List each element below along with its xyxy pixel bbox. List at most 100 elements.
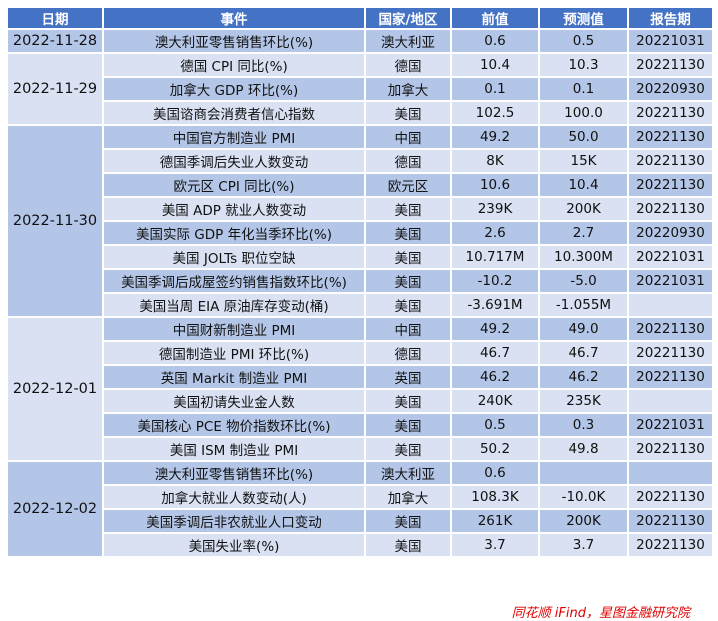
event-cell: 美国 ADP 就业人数变动 [102,196,366,222]
country-cell: 美国 [364,100,452,126]
country-cell: 德国 [364,148,452,174]
country-cell: 英国 [364,364,452,390]
event-cell: 德国制造业 PMI 环比(%) [102,340,366,366]
table-row: 加拿大 GDP 环比(%) 加拿大 0.1 0.1 20220930 [7,76,714,102]
header-previous: 前值 [450,6,540,30]
report-period-cell: 20221130 [627,484,714,510]
country-cell: 澳大利亚 [364,28,452,54]
report-period-cell: 20221130 [627,340,714,366]
country-cell: 美国 [364,244,452,270]
event-cell: 美国当周 EIA 原油库存变动(桶) [102,292,366,318]
event-cell: 美国谘商会消费者信心指数 [102,100,366,126]
previous-cell: 10.6 [450,172,540,198]
date-cell: 2022-11-28 [6,28,104,54]
forecast-cell: 2.7 [538,220,629,246]
country-cell: 美国 [364,436,452,462]
report-period-cell: 20220930 [627,76,714,102]
table-row: 美国实际 GDP 年化当季环比(%) 美国 2.6 2.7 20220930 [7,220,714,246]
event-cell: 美国实际 GDP 年化当季环比(%) [102,220,366,246]
report-period-cell: 20221130 [627,100,714,126]
forecast-cell: -10.0K [538,484,629,510]
header-country: 国家/地区 [364,6,452,30]
forecast-cell: 0.3 [538,412,629,438]
country-cell: 美国 [364,292,452,318]
forecast-cell: -5.0 [538,268,629,294]
table-row: 美国核心 PCE 物价指数环比(%) 美国 0.5 0.3 20221031 [7,412,714,438]
previous-cell: 49.2 [450,316,540,342]
country-cell: 德国 [364,340,452,366]
table-row: 德国制造业 PMI 环比(%) 德国 46.7 46.7 20221130 [7,340,714,366]
forecast-cell: 10.3 [538,52,629,78]
event-cell: 美国 JOLTs 职位空缺 [102,244,366,270]
forecast-cell: 49.0 [538,316,629,342]
country-cell: 美国 [364,268,452,294]
country-cell: 欧元区 [364,172,452,198]
event-cell: 加拿大就业人数变动(人) [102,484,366,510]
header-date: 日期 [6,6,104,30]
event-cell: 澳大利亚零售销售环比(%) [102,28,366,54]
previous-cell: 239K [450,196,540,222]
forecast-cell: 200K [538,508,629,534]
country-cell: 中国 [364,316,452,342]
country-cell: 加拿大 [364,484,452,510]
header-event: 事件 [102,6,366,30]
table-row: 2022-11-28 澳大利亚零售销售环比(%) 澳大利亚 0.6 0.5 2022103… [6,28,714,54]
date-cell: 2022-11-30 [6,124,104,318]
previous-cell: -10.2 [450,268,540,294]
event-cell: 中国官方制造业 PMI [102,124,366,150]
forecast-cell: 200K [538,196,629,222]
report-period-cell: 20221130 [627,148,714,174]
previous-cell: 50.2 [450,436,540,462]
country-cell: 澳大利亚 [364,460,452,486]
report-period-cell: 20221130 [627,364,714,390]
report-period-cell: 20221130 [627,52,714,78]
table-row: 德国季调后失业人数变动 德国 8K 15K 20221130 [7,148,714,174]
table-row: 2022-12-02 澳大利亚零售销售环比(%) 澳大利亚 0.6 [6,460,714,558]
previous-cell: 0.6 [450,460,540,486]
report-period-cell: 20221130 [627,196,714,222]
country-cell: 美国 [364,388,452,414]
event-cell: 德国季调后失业人数变动 [102,148,366,174]
forecast-cell: 3.7 [538,532,629,558]
previous-cell: 49.2 [450,124,540,150]
forecast-cell: 235K [538,388,629,414]
forecast-cell [538,460,629,486]
event-cell: 美国季调后成屋签约销售指数环比(%) [102,268,366,294]
table-row: 美国季调后非农就业人口变动 美国 261K 200K 20221130 [7,508,714,534]
report-period-cell [627,388,714,414]
forecast-cell: 50.0 [538,124,629,150]
forecast-cell: 46.2 [538,364,629,390]
table-row: 美国 ISM 制造业 PMI 美国 50.2 49.8 20221130 [7,436,714,462]
report-period-cell: 20221130 [627,436,714,462]
previous-cell: 108.3K [450,484,540,510]
report-period-cell: 20221031 [627,412,714,438]
previous-cell: 8K [450,148,540,174]
report-period-cell [627,460,714,486]
forecast-cell: -1.055M [538,292,629,318]
country-cell: 美国 [364,220,452,246]
report-period-cell: 20221130 [627,316,714,342]
header-forecast: 预测值 [538,6,629,30]
economic-calendar-table: 日期 事件 国家/地区 前值 预测值 报告期 2022-11-28 澳大利亚零售销… [6,6,714,558]
previous-cell: 46.2 [450,364,540,390]
previous-cell: 46.7 [450,340,540,366]
event-cell: 加拿大 GDP 环比(%) [102,76,366,102]
report-period-cell: 20221031 [627,268,714,294]
forecast-cell: 100.0 [538,100,629,126]
table-row: 美国失业率(%) 美国 3.7 3.7 20221130 [7,532,714,558]
forecast-cell: 49.8 [538,436,629,462]
country-cell: 美国 [364,508,452,534]
header-report-period: 报告期 [627,6,714,30]
forecast-cell: 0.5 [538,28,629,54]
table-row: 欧元区 CPI 同比(%) 欧元区 10.6 10.4 20221130 [7,172,714,198]
date-cell: 2022-11-29 [6,52,104,126]
report-period-cell: 20221130 [627,508,714,534]
previous-cell: 10.717M [450,244,540,270]
report-period-cell: 20221130 [627,172,714,198]
previous-cell: -3.691M [450,292,540,318]
table-row: 英国 Markit 制造业 PMI 英国 46.2 46.2 20221130 [7,364,714,390]
table-row: 加拿大就业人数变动(人) 加拿大 108.3K -10.0K 20221130 [7,484,714,510]
event-cell: 澳大利亚零售销售环比(%) [102,460,366,486]
table-row: 美国 JOLTs 职位空缺 美国 10.717M 10.300M 20221031 [7,244,714,270]
report-period-cell: 20221031 [627,244,714,270]
